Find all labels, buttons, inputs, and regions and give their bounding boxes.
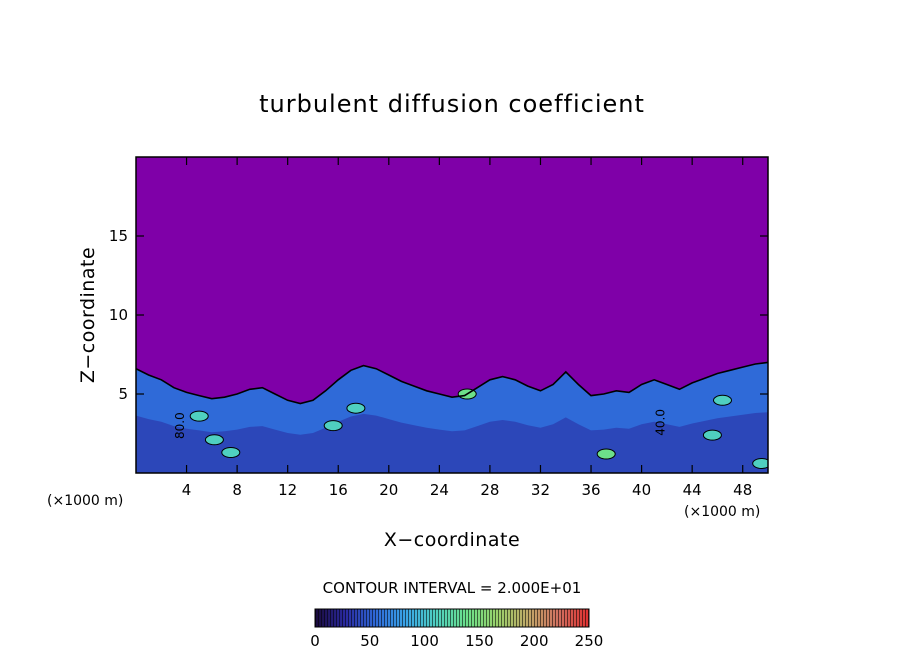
colorbar-tick-150: 150 [465, 632, 494, 650]
colorbar-tick-250: 250 [575, 632, 604, 650]
contour-interval-label: CONTOUR INTERVAL = 2.000E+01 [323, 579, 582, 597]
x-axis-label: X−coordinate [384, 529, 520, 551]
colorbar-ticks: 0 50 100 150 200 250 [310, 632, 603, 650]
patch-9 [752, 458, 768, 469]
x-tick-label-12: 12 [278, 481, 297, 499]
colorbar-tick-50: 50 [360, 632, 379, 650]
contour-label-1: 40.0 [653, 409, 667, 436]
x-tick-label-48: 48 [733, 481, 752, 499]
boundary-layer-contour [136, 361, 768, 405]
y-axis-label: Z−coordinate [77, 247, 99, 383]
x-tick-label-16: 16 [329, 481, 348, 499]
colorbar-tick-100: 100 [410, 632, 439, 650]
patch-6 [596, 448, 616, 460]
x-tick-label-36: 36 [581, 481, 600, 499]
plot-area [136, 157, 768, 473]
colorbar-frame [314, 608, 590, 628]
x-unit-right: (×1000 m) [684, 504, 760, 520]
colorbar-tick-0: 0 [310, 632, 320, 650]
high-value-patches [189, 388, 768, 469]
chart-title: turbulent diffusion coefficient [259, 90, 645, 118]
patch-8 [713, 394, 732, 406]
contour-labels: 80.0 40.0 [173, 409, 667, 439]
patch-0 [189, 410, 209, 422]
x-tick-label-40: 40 [632, 481, 651, 499]
x-tick-label-20: 20 [379, 481, 398, 499]
x-axis: 4 8 12 16 20 24 28 32 36 40 44 48 [182, 157, 752, 499]
x-tick-label-4: 4 [182, 481, 192, 499]
x-tick-label-8: 8 [232, 481, 242, 499]
x-tick-label-44: 44 [683, 481, 702, 499]
colorbar-hatching [315, 609, 589, 627]
x-tick-label-32: 32 [531, 481, 550, 499]
patch-1 [204, 434, 224, 446]
x-tick-label-28: 28 [480, 481, 499, 499]
patch-4 [346, 402, 366, 414]
patch-7 [702, 429, 722, 441]
patch-2 [221, 447, 241, 458]
x-tick-label-24: 24 [430, 481, 449, 499]
y-tick-label-5: 5 [118, 385, 128, 403]
y-tick-label-10: 10 [109, 306, 128, 324]
y-tick-label-15: 15 [109, 227, 128, 245]
patch-3 [323, 420, 343, 432]
x-unit-left: (×1000 m) [47, 493, 123, 509]
contour-label-0: 80.0 [173, 412, 187, 439]
y-axis: 5 10 15 [109, 227, 768, 403]
colorbar-tick-200: 200 [520, 632, 549, 650]
